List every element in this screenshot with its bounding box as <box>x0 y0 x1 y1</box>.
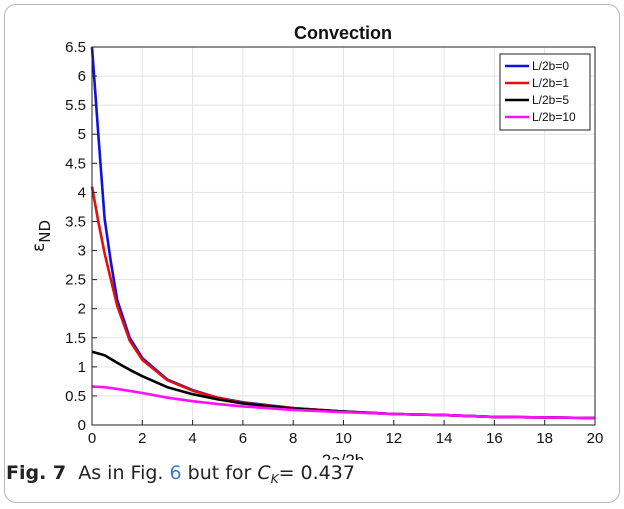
x-tick-label: 8 <box>289 430 297 447</box>
x-tick-label: 20 <box>587 430 604 447</box>
caption-text-after: but for <box>181 462 258 484</box>
y-tick-label: 4 <box>78 184 86 201</box>
caption-equals-value: = 0.437 <box>278 462 355 484</box>
y-tick-label: 1 <box>78 359 86 376</box>
x-tick-label: 0 <box>88 430 96 447</box>
y-tick-label: 6.5 <box>65 39 86 56</box>
x-tick-label: 6 <box>239 430 247 447</box>
y-tick-label: 3.5 <box>65 213 86 230</box>
y-tick-label: 3 <box>78 243 86 260</box>
y-tick-label: 2 <box>78 301 86 318</box>
y-axis-label: εND <box>29 220 54 252</box>
y-axis-label-subscript: ND <box>36 220 54 243</box>
y-tick-label: 0.5 <box>65 388 86 405</box>
y-tick-label: 0 <box>78 417 86 434</box>
x-tick-label: 14 <box>436 430 453 447</box>
chart-title: Convection <box>294 23 392 43</box>
y-tick-label: 2.5 <box>65 272 86 289</box>
caption-figure-link[interactable]: 6 <box>169 462 182 484</box>
x-tick-label: 10 <box>335 430 352 447</box>
y-tick-label: 4.5 <box>65 155 86 172</box>
series-line-4 <box>91 385 596 420</box>
y-axis-label-symbol: ε <box>29 243 49 252</box>
caption-text-before: As in Fig. <box>78 462 170 484</box>
series-lines <box>90 46 596 420</box>
x-tick-label: 18 <box>536 430 553 447</box>
legend-label: L/2b=1 <box>532 76 569 90</box>
x-tick-labels: 0 2 4 6 8 10 12 14 16 18 20 <box>88 420 604 447</box>
caption-symbol-subscript: K <box>270 472 279 486</box>
caption-label: Fig. 7 <box>6 462 67 484</box>
y-tick-labels: 0 0.5 1 1.5 2 2.5 3 3.5 4 4.5 5 5.5 6 6.5 <box>65 39 97 434</box>
legend-label: L/2b=0 <box>532 59 569 73</box>
x-tick-label: 4 <box>188 430 196 447</box>
figure-caption: Fig. 7 As in Fig. 6 but for CK= 0.437 <box>6 462 355 486</box>
y-tick-label: 1.5 <box>65 330 86 347</box>
y-tick-label: 5.5 <box>65 97 86 114</box>
y-tick-label: 6 <box>78 68 86 85</box>
y-tick-label: 5 <box>78 126 86 143</box>
chart: Convection 0 2 4 6 8 10 12 14 16 18 20 0 0.5 1 1.5 2 2.… <box>29 23 604 460</box>
legend-label: L/2b=10 <box>532 110 576 124</box>
x-tick-label: 2 <box>138 430 146 447</box>
x-tick-label: 16 <box>486 430 503 447</box>
caption-symbol: C <box>257 462 271 484</box>
legend-label: L/2b=5 <box>532 93 569 107</box>
x-axis-label: 2a/2b <box>322 451 365 460</box>
x-tick-label: 12 <box>385 430 402 447</box>
legend: L/2b=0 L/2b=1 L/2b=5 L/2b=10 <box>499 53 591 131</box>
